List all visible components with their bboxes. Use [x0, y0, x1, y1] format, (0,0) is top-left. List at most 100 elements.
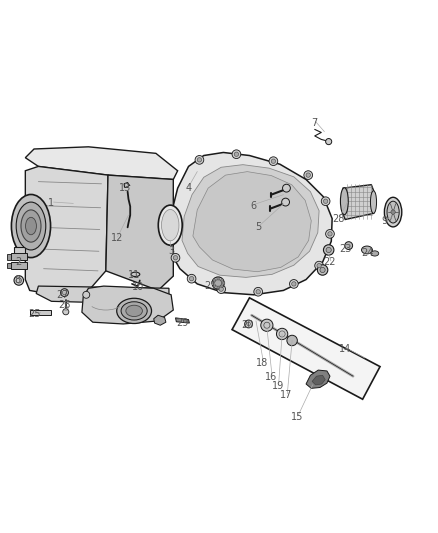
Ellipse shape: [371, 251, 379, 256]
Circle shape: [223, 282, 225, 284]
Circle shape: [215, 279, 222, 287]
Circle shape: [318, 265, 328, 275]
Circle shape: [60, 289, 68, 296]
Text: 4: 4: [185, 183, 191, 193]
Circle shape: [83, 292, 90, 298]
Ellipse shape: [126, 305, 142, 317]
Text: 1: 1: [48, 198, 54, 208]
Circle shape: [304, 171, 313, 180]
Text: 12: 12: [110, 233, 123, 243]
Circle shape: [271, 159, 276, 163]
Circle shape: [282, 198, 290, 206]
Text: 15: 15: [291, 411, 304, 422]
Circle shape: [325, 230, 334, 238]
Polygon shape: [7, 254, 11, 260]
Ellipse shape: [117, 298, 152, 324]
Polygon shape: [176, 318, 189, 323]
Polygon shape: [25, 166, 108, 295]
Circle shape: [14, 276, 24, 285]
Polygon shape: [306, 370, 330, 389]
Ellipse shape: [21, 210, 41, 242]
Ellipse shape: [387, 201, 399, 223]
Circle shape: [287, 335, 297, 346]
Ellipse shape: [361, 246, 372, 254]
Text: 14: 14: [339, 344, 351, 354]
Circle shape: [325, 139, 332, 144]
Text: 9: 9: [381, 216, 388, 226]
Circle shape: [321, 197, 330, 206]
Circle shape: [212, 277, 224, 289]
Text: 24: 24: [361, 248, 373, 259]
Polygon shape: [14, 247, 25, 260]
Text: 16: 16: [265, 373, 277, 383]
Circle shape: [195, 156, 204, 164]
Ellipse shape: [162, 209, 179, 241]
Text: 26: 26: [58, 300, 71, 310]
Circle shape: [323, 199, 328, 204]
Circle shape: [232, 150, 241, 158]
Text: 23: 23: [339, 244, 351, 254]
Text: 17: 17: [280, 390, 293, 400]
Circle shape: [345, 241, 353, 249]
Polygon shape: [124, 182, 129, 187]
Polygon shape: [82, 286, 173, 324]
Circle shape: [212, 282, 214, 284]
Circle shape: [213, 279, 215, 281]
Text: 22: 22: [324, 257, 336, 267]
Circle shape: [317, 263, 321, 268]
Circle shape: [256, 289, 260, 294]
Circle shape: [221, 285, 223, 287]
Circle shape: [217, 278, 219, 280]
Text: 11: 11: [128, 270, 140, 280]
Ellipse shape: [16, 202, 46, 250]
Circle shape: [323, 245, 334, 255]
Text: 2: 2: [15, 257, 21, 267]
Circle shape: [221, 279, 223, 281]
Text: 18: 18: [256, 358, 268, 368]
Circle shape: [245, 320, 253, 328]
Circle shape: [391, 210, 395, 214]
Text: 5: 5: [255, 222, 261, 232]
Circle shape: [171, 254, 180, 262]
Circle shape: [326, 247, 331, 253]
Text: 19: 19: [272, 381, 284, 391]
Circle shape: [269, 157, 278, 166]
Circle shape: [276, 328, 288, 340]
Text: 25: 25: [28, 309, 40, 319]
Polygon shape: [36, 286, 169, 303]
Ellipse shape: [371, 191, 377, 213]
Polygon shape: [11, 262, 27, 269]
Text: 28: 28: [332, 214, 345, 224]
Polygon shape: [193, 172, 311, 272]
Polygon shape: [232, 298, 380, 399]
Circle shape: [189, 277, 194, 281]
Circle shape: [254, 287, 262, 296]
Polygon shape: [169, 152, 332, 295]
Ellipse shape: [158, 205, 182, 245]
Ellipse shape: [25, 217, 36, 235]
Polygon shape: [312, 375, 325, 385]
Polygon shape: [30, 310, 51, 315]
Text: 7: 7: [311, 118, 318, 128]
Circle shape: [173, 256, 178, 260]
Circle shape: [234, 152, 239, 156]
Circle shape: [292, 282, 296, 286]
Text: 27: 27: [56, 290, 69, 300]
Circle shape: [290, 279, 298, 288]
Circle shape: [219, 287, 223, 292]
Circle shape: [63, 309, 69, 315]
Polygon shape: [25, 147, 178, 180]
Circle shape: [328, 232, 332, 236]
Ellipse shape: [121, 302, 147, 320]
Circle shape: [197, 158, 201, 162]
Polygon shape: [343, 184, 374, 220]
Text: 29: 29: [176, 318, 188, 328]
Circle shape: [217, 286, 219, 288]
Text: 10: 10: [132, 282, 145, 292]
Circle shape: [213, 285, 215, 287]
Text: 3: 3: [168, 246, 174, 256]
Circle shape: [217, 285, 226, 294]
Circle shape: [283, 184, 290, 192]
Circle shape: [306, 173, 311, 177]
Polygon shape: [106, 175, 173, 290]
